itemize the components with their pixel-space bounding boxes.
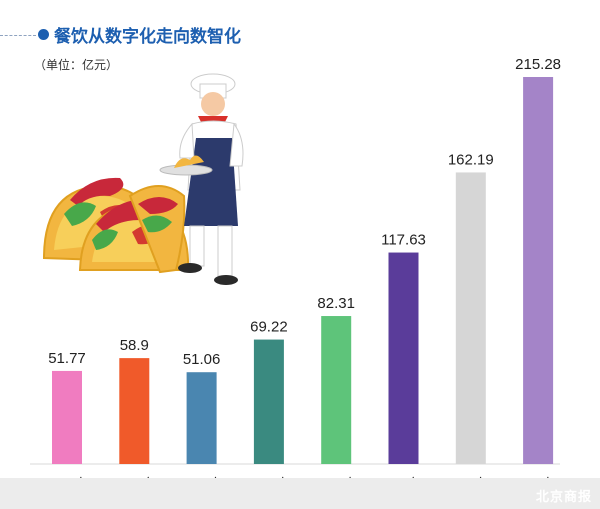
title-decoration-line (0, 35, 36, 36)
data-label-7: 215.28 (515, 56, 561, 73)
bar-2 (186, 372, 217, 464)
chef-with-tacos-illustration (42, 73, 244, 285)
bar-1 (119, 358, 150, 464)
bar-3 (253, 339, 284, 464)
bar-7 (523, 77, 554, 464)
footer-band (0, 478, 600, 509)
unit-label: （单位：亿元） (34, 58, 119, 72)
bar-5 (388, 252, 419, 464)
chart-title: 餐饮从数字化走向数智化 (54, 27, 241, 47)
data-label-0: 51.77 (48, 350, 86, 367)
bar-6 (455, 172, 486, 464)
data-label-6: 162.19 (448, 151, 494, 168)
title-bullet-icon (38, 29, 49, 40)
data-label-2: 51.06 (183, 351, 221, 368)
source-brand: 北京商报 (535, 490, 592, 505)
bar-0 (52, 370, 82, 464)
data-label-1: 58.9 (120, 337, 149, 354)
data-label-3: 69.22 (250, 319, 288, 336)
data-label-5: 117.63 (381, 232, 426, 249)
data-label-4: 82.31 (317, 295, 355, 312)
bar-4 (321, 316, 352, 464)
